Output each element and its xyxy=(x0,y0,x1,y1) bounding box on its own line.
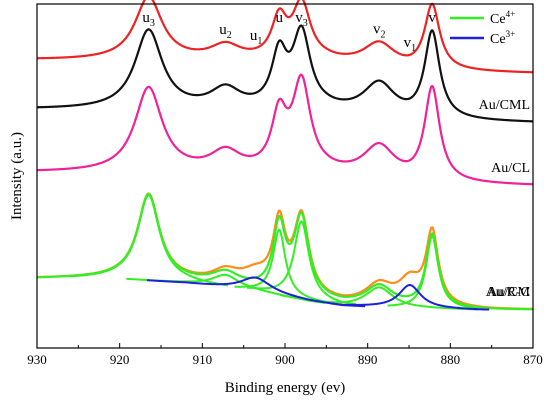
peak-label: u1 xyxy=(250,28,263,47)
peak-label: v1 xyxy=(404,35,417,54)
series-name-5: Au/R-C xyxy=(486,285,530,300)
legend: Ce4+ Ce3+ xyxy=(450,9,515,47)
peak-label: v2 xyxy=(373,21,386,40)
series-name-4: Au/CM xyxy=(487,285,530,300)
x-axis-title: Binding energy (ev) xyxy=(225,380,346,396)
component-layer xyxy=(69,194,490,311)
series-line-2 xyxy=(36,24,534,123)
x-tick-label: 920 xyxy=(110,352,130,367)
peak-label: u2 xyxy=(219,22,232,41)
x-tick-label: 890 xyxy=(358,352,378,367)
y-axis-title: Intensity (a.u.) xyxy=(9,132,25,220)
component-peak-2-2 xyxy=(330,284,490,311)
x-tick-label: 910 xyxy=(193,352,213,367)
x-tick-label: 930 xyxy=(27,352,47,367)
x-tick-label: 900 xyxy=(275,352,295,367)
component-peak-1-6 xyxy=(387,234,477,310)
series-line-3 xyxy=(36,73,534,186)
series-name-3: Au/CL xyxy=(491,161,530,176)
x-tick-label: 880 xyxy=(441,352,461,367)
series-line-1 xyxy=(36,0,534,74)
legend-label-1: Ce4+ xyxy=(490,9,515,27)
component-peak-1-3 xyxy=(234,228,325,303)
peak-label: v3 xyxy=(295,10,308,29)
legend-label-2: Ce3+ xyxy=(490,29,515,47)
series-layer xyxy=(36,0,534,311)
peak-label: v xyxy=(428,10,436,26)
x-tick-label: 870 xyxy=(523,352,543,367)
peak-label: u3 xyxy=(142,10,155,29)
peak-label: u xyxy=(275,10,283,26)
x-ticks: 930 920 910 900 890 880 870 xyxy=(27,343,543,367)
component-peak-2-1 xyxy=(146,276,366,308)
component-peak-1-4 xyxy=(246,220,357,306)
peak-labels: u3 u2 u1 u v3 v2 v1 v xyxy=(142,10,436,54)
series-name-2: Au/CML xyxy=(479,98,530,113)
